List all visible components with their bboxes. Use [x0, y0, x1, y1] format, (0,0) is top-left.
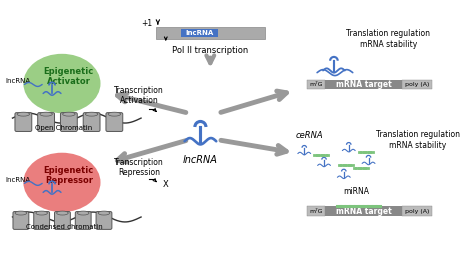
FancyBboxPatch shape: [156, 27, 264, 39]
Text: lncRNA: lncRNA: [185, 30, 214, 36]
FancyBboxPatch shape: [38, 113, 55, 132]
Ellipse shape: [63, 112, 75, 116]
Ellipse shape: [17, 112, 29, 116]
Text: miRNA: miRNA: [344, 187, 370, 196]
FancyBboxPatch shape: [15, 113, 32, 132]
Ellipse shape: [36, 211, 47, 215]
Text: poly (A): poly (A): [405, 82, 429, 87]
FancyBboxPatch shape: [96, 212, 112, 229]
Ellipse shape: [23, 54, 100, 113]
Text: Transcription
Activation: Transcription Activation: [114, 86, 164, 105]
Text: Transcription
Repression: Transcription Repression: [114, 158, 164, 177]
Text: lncRNA: lncRNA: [6, 177, 31, 183]
Text: m⁷G: m⁷G: [310, 209, 323, 214]
FancyBboxPatch shape: [13, 212, 29, 229]
Text: Translation regulation
mRNA stability: Translation regulation mRNA stability: [346, 29, 430, 49]
FancyBboxPatch shape: [402, 80, 432, 89]
Text: Translation regulation
mRNA stability: Translation regulation mRNA stability: [376, 130, 460, 150]
Ellipse shape: [23, 153, 100, 212]
Ellipse shape: [98, 211, 110, 215]
FancyBboxPatch shape: [325, 206, 402, 216]
FancyBboxPatch shape: [83, 113, 100, 132]
Text: mRNA target: mRNA target: [336, 207, 392, 216]
FancyBboxPatch shape: [61, 113, 77, 132]
Text: Open Chromatin: Open Chromatin: [35, 125, 92, 131]
FancyBboxPatch shape: [75, 212, 91, 229]
Text: Epigenetic
Repressor: Epigenetic Repressor: [44, 166, 94, 185]
Ellipse shape: [85, 112, 98, 116]
FancyBboxPatch shape: [307, 206, 325, 216]
Ellipse shape: [57, 211, 68, 215]
Text: mRNA target: mRNA target: [336, 80, 392, 89]
FancyBboxPatch shape: [181, 29, 218, 37]
FancyBboxPatch shape: [402, 206, 432, 216]
Text: Epigenetic
Activator: Epigenetic Activator: [44, 67, 94, 86]
FancyBboxPatch shape: [325, 80, 402, 89]
Text: Pol II transcription: Pol II transcription: [172, 46, 248, 55]
Text: m⁷G: m⁷G: [310, 82, 323, 87]
Text: poly (A): poly (A): [405, 209, 429, 214]
FancyBboxPatch shape: [106, 113, 123, 132]
Text: Condensed chromatin: Condensed chromatin: [26, 224, 102, 230]
Text: lncRNA: lncRNA: [183, 155, 218, 165]
Text: ceRNA: ceRNA: [295, 131, 323, 140]
FancyBboxPatch shape: [34, 212, 50, 229]
Ellipse shape: [108, 112, 120, 116]
FancyBboxPatch shape: [55, 212, 70, 229]
Text: X: X: [163, 180, 169, 189]
Ellipse shape: [77, 211, 89, 215]
FancyBboxPatch shape: [307, 80, 325, 89]
Text: +1: +1: [141, 19, 152, 28]
Text: lncRNA: lncRNA: [6, 78, 31, 85]
Ellipse shape: [40, 112, 52, 116]
Ellipse shape: [15, 211, 27, 215]
